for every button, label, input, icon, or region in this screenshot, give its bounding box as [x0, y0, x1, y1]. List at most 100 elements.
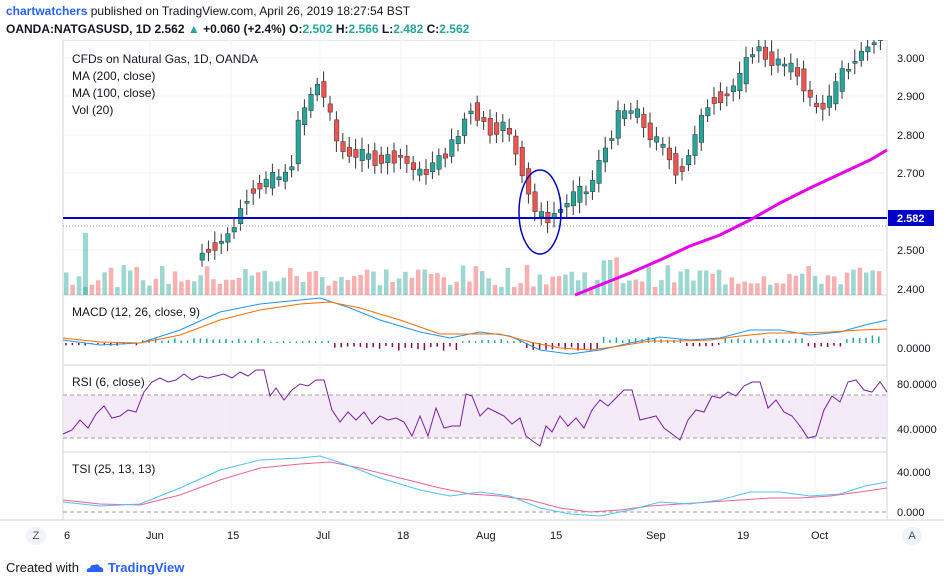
volume-bar — [723, 284, 728, 295]
volume-bar — [588, 286, 594, 295]
volume-bar — [294, 276, 299, 295]
volume-bar — [678, 271, 683, 295]
volume-bar — [486, 278, 491, 295]
candle-body — [346, 147, 352, 157]
candle-body — [711, 97, 717, 104]
tradingview-logo[interactable]: TradingView — [85, 560, 184, 575]
volume-bar — [64, 272, 69, 295]
volume-bar — [460, 265, 466, 295]
rsi-tick: 80.0000 — [897, 379, 937, 391]
legend-volume: Vol (20) — [72, 103, 113, 117]
volume-bar — [204, 266, 210, 295]
candle-body — [596, 160, 602, 184]
candle-body — [468, 110, 474, 115]
volume-bar — [358, 274, 363, 295]
volume-bar — [448, 285, 453, 295]
candle-body — [340, 141, 346, 152]
legend-ma100: MA (100, close) — [72, 86, 155, 100]
volume-bar — [652, 286, 658, 295]
volume-bar — [704, 270, 709, 295]
volume-bar — [313, 270, 319, 295]
volume-bar — [531, 286, 536, 295]
volume-bar — [832, 276, 837, 295]
volume-bar — [672, 282, 677, 295]
volume-bar — [320, 277, 325, 295]
volume-bar — [582, 272, 587, 295]
volume-bar — [512, 286, 517, 295]
candle-body — [500, 121, 506, 131]
candle-body — [737, 72, 743, 92]
volume-bar — [288, 267, 293, 295]
candle-body — [225, 233, 231, 243]
open-label: O: — [289, 22, 303, 36]
volume-bar — [550, 276, 555, 295]
volume-bar — [396, 278, 402, 295]
candle-body — [634, 108, 640, 118]
volume-bar — [627, 280, 632, 295]
author-link[interactable]: chartwatchers — [6, 4, 88, 18]
chart-svg[interactable]: CFDs on Natural Gas, 1D, OANDA MA (200, … — [0, 26, 944, 548]
cloud-icon — [86, 563, 104, 572]
time-label: Jun — [146, 530, 164, 542]
candle-body — [852, 61, 858, 64]
price-change: +0.060 (+2.4%) — [203, 22, 286, 36]
rsi-tick: 40.0000 — [897, 424, 937, 436]
candle-body — [730, 85, 736, 92]
tsi-tick: 40.000 — [897, 467, 931, 479]
time-label: Sep — [646, 530, 666, 542]
time-label: 6 — [64, 530, 70, 542]
volume-bar — [524, 265, 530, 295]
candle-body — [442, 153, 448, 159]
candle-body — [865, 46, 871, 53]
candle-body — [794, 67, 800, 77]
price-pane[interactable] — [62, 39, 888, 296]
volume-bar — [262, 270, 267, 295]
candle-body — [366, 153, 372, 160]
candle-body — [436, 155, 442, 170]
candle-body — [743, 57, 749, 85]
candle-body — [833, 81, 839, 105]
volume-bar — [185, 279, 191, 295]
chart-area[interactable]: CFDs on Natural Gas, 1D, OANDA MA (200, … — [0, 26, 944, 548]
volume-bar — [569, 271, 575, 295]
volume-bar — [774, 283, 779, 295]
volume-bar — [300, 282, 306, 295]
candle-body — [257, 183, 263, 190]
volume-bar — [371, 271, 376, 295]
volume-bar — [851, 269, 856, 295]
volume-bar — [326, 285, 331, 295]
candle-body — [564, 203, 570, 208]
volume-bar — [352, 276, 357, 295]
candle-body — [814, 102, 820, 108]
volume-bar — [646, 266, 651, 295]
candle-body — [378, 154, 384, 164]
volume-bar — [633, 279, 639, 295]
auto-scale-button[interactable]: A — [902, 527, 922, 545]
price-tick: 2.400 — [897, 284, 925, 296]
volume-bar — [601, 260, 607, 295]
zoom-reset-button[interactable]: Z — [26, 527, 46, 545]
candle-body — [660, 143, 666, 148]
candle-body — [302, 107, 308, 125]
volume-bar — [838, 284, 843, 295]
volume-bar — [134, 266, 139, 295]
candle-body — [654, 136, 660, 143]
volume-bar — [217, 283, 223, 295]
volume-bar — [243, 269, 248, 295]
candle-body — [826, 95, 832, 108]
candle-body — [871, 42, 877, 45]
candle-body — [551, 213, 557, 218]
tsi-tick: 0.000 — [897, 507, 925, 519]
tsi-pane[interactable] — [62, 451, 888, 521]
volume-bar — [684, 269, 690, 295]
candle-body — [430, 162, 436, 172]
price-tick: 2.800 — [897, 130, 925, 142]
candle-body — [622, 110, 628, 120]
rsi-band — [63, 395, 887, 438]
candle-body — [410, 162, 416, 170]
candle-body — [321, 81, 327, 98]
candle-body — [666, 147, 672, 161]
candle-body — [769, 51, 775, 66]
volume-bar — [576, 280, 581, 295]
highlight-ellipse[interactable] — [518, 169, 562, 255]
